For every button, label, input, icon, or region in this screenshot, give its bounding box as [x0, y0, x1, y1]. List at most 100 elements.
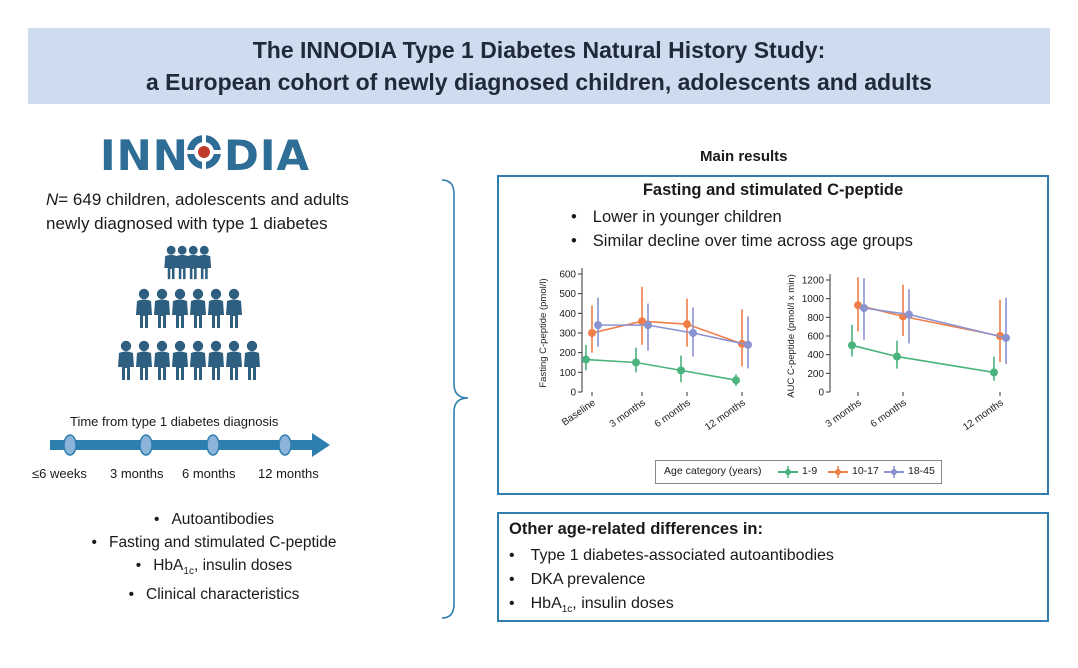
legend-label: 10-17 [852, 465, 879, 477]
series-18-45-point [860, 304, 868, 312]
hba1c-subscript: 1c [561, 604, 573, 616]
series-18-45-point [744, 340, 752, 349]
people-pyramid-icon [118, 245, 260, 380]
main-results-heading: Main results [700, 148, 788, 165]
other-differences-heading: Other age-related differences in: [509, 520, 763, 538]
difference-item: HbA1c, insulin doses [509, 592, 834, 622]
series-1-9-point [582, 355, 590, 364]
y-tick-label: 0 [818, 388, 824, 399]
measure-item: HbA1c, insulin doses [44, 554, 384, 583]
bracket-divider [441, 179, 469, 619]
timeline-node [278, 434, 292, 456]
hba1c-prefix: HbA [153, 557, 184, 574]
timeline-tick-label: 3 months [110, 466, 164, 481]
y-axis-label: Fasting C-peptide (pmol/l) [538, 278, 549, 387]
series-1-9-point [732, 376, 740, 385]
measure-item: Fasting and stimulated C-peptide [44, 531, 384, 554]
measure-item: Clinical characteristics [44, 583, 384, 606]
other-differences-box: Other age-related differences in: Type 1… [497, 512, 1049, 622]
timeline-node [63, 434, 77, 456]
y-tick-label: 200 [559, 348, 576, 359]
series-18-45-point [689, 329, 697, 337]
c-peptide-title: Fasting and stimulated C-peptide [642, 181, 904, 199]
y-tick-label: 300 [559, 329, 576, 340]
svg-text:DIA: DIA [224, 131, 310, 178]
timeline-node [139, 434, 153, 456]
hba1c-prefix: HbA [530, 595, 562, 612]
n-symbol: N [46, 190, 59, 209]
legend-label: 1-9 [802, 465, 818, 477]
cohort-count-text: = 649 children, adolescents and adults [58, 190, 349, 209]
series-10-17-point [683, 320, 691, 329]
timeline-tick-label: 6 months [182, 466, 236, 481]
timeline-tick-label: 12 months [258, 466, 319, 481]
y-tick-label: 0 [570, 388, 576, 399]
difference-item: Type 1 diabetes-associated autoantibodie… [509, 544, 834, 568]
x-tick-label: Baseline [560, 397, 598, 428]
legend-title: Age category (years) [664, 465, 762, 477]
y-tick-label: 100 [559, 368, 576, 379]
chart-legend: Age category (years) 1-9 10-17 18-45 [655, 460, 942, 484]
innodia-logo-graphic: INN DIA [100, 131, 310, 180]
series-18-45-point [644, 321, 652, 330]
series-1-9-point [848, 341, 856, 350]
series-1-9-point [893, 352, 901, 361]
series-1-9-line [851, 344, 995, 374]
y-tick-label: 600 [559, 270, 576, 281]
hba1c-subscript: 1c [183, 566, 194, 578]
series-1-9-point [632, 358, 640, 367]
c-peptide-bullets: Lower in younger children Similar declin… [571, 205, 913, 253]
hba1c-suffix: , insulin doses [193, 557, 293, 574]
legend-swatch-18-45 [884, 466, 904, 478]
people-row-1 [164, 245, 212, 280]
measure-item: Autoantibodies [44, 508, 384, 531]
series-1-9-point [990, 368, 998, 377]
y-tick-label: 400 [807, 350, 824, 361]
series-10-17-line [591, 320, 743, 345]
series-18-45-line [598, 324, 749, 346]
x-tick-label: 3 months [824, 397, 864, 430]
title-banner: The INNODIA Type 1 Diabetes Natural Hist… [28, 28, 1050, 104]
y-tick-label: 800 [807, 313, 824, 324]
timeline-label: Time from type 1 diabetes diagnosis [70, 414, 279, 429]
series-10-17-point [854, 301, 862, 310]
title-line-1: The INNODIA Type 1 Diabetes Natural Hist… [252, 37, 826, 63]
result-bullet: Lower in younger children [571, 205, 913, 229]
x-tick-label: 6 months [869, 397, 909, 430]
cohort-description: N= 649 children, adolescents and adults … [46, 188, 426, 236]
x-tick-label: 3 months [608, 397, 648, 430]
series-10-17-point [638, 317, 646, 326]
other-differences-list: Type 1 diabetes-associated autoantibodie… [509, 544, 834, 622]
c-peptide-charts: 0 100 200 300 400 500 600 Fasting C-peptide (pm… [538, 268, 1010, 433]
legend-swatch-10-17 [828, 466, 848, 478]
series-1-9-line [585, 358, 737, 381]
title-line-2: a European cohort of newly diagnosed chi… [146, 69, 932, 95]
series-10-17-point [588, 329, 596, 337]
c-peptide-results-box: Fasting and stimulated C-peptide Lower i… [497, 175, 1049, 495]
timeline-arrow [50, 433, 330, 457]
x-tick-label: 6 months [653, 397, 693, 430]
difference-item: DKA prevalence [509, 568, 834, 592]
y-tick-label: 600 [807, 332, 824, 343]
x-tick-label: 12 months [961, 397, 1006, 433]
series-1-9-point [677, 366, 685, 375]
x-tick-label: 12 months [703, 397, 748, 433]
y-tick-label: 200 [807, 369, 824, 380]
y-axis-label: AUC C-peptide (pmol/l x min) [786, 274, 797, 398]
measures-list: Autoantibodies Fasting and stimulated C-… [44, 508, 384, 606]
y-tick-label: 400 [559, 309, 576, 320]
y-tick-label: 1000 [802, 294, 825, 305]
series-18-45-point [905, 310, 913, 319]
legend-swatch-1-9 [778, 466, 798, 478]
cohort-description-line2: newly diagnosed with type 1 diabetes [46, 214, 328, 233]
timeline-tick-label: ≤6 weeks [32, 466, 87, 481]
people-row-3 [118, 340, 260, 380]
series-18-45-point [1002, 333, 1010, 342]
hba1c-suffix: , insulin doses [572, 595, 674, 612]
timeline-node [206, 434, 220, 456]
svg-text:INN: INN [100, 131, 189, 178]
y-tick-label: 1200 [802, 276, 825, 287]
legend-label: 18-45 [908, 465, 935, 477]
series-18-45-point [594, 321, 602, 330]
result-bullet: Similar decline over time across age gro… [571, 229, 913, 253]
